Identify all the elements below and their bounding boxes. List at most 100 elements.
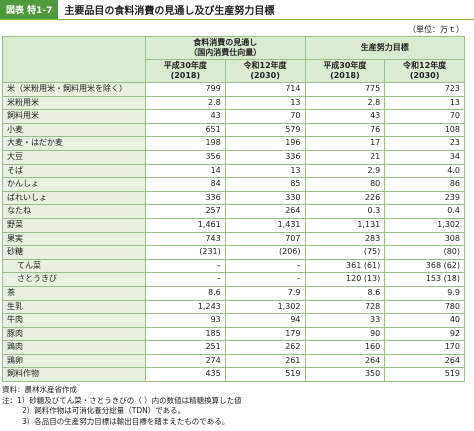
table-cell: (231) bbox=[145, 245, 226, 260]
table-cell: 43 bbox=[145, 109, 226, 124]
table-cell: 368 (62) bbox=[384, 258, 465, 274]
table-cell: 185 bbox=[145, 326, 226, 342]
row-label: そば bbox=[2, 163, 146, 179]
table-cell: – bbox=[224, 258, 306, 274]
table-cell: 579 bbox=[224, 122, 306, 138]
table-cell: 519 bbox=[384, 367, 465, 383]
table-row: 小麦 651 579 76 108 bbox=[2, 122, 465, 138]
table-cell: 1,243 bbox=[145, 299, 226, 315]
table-cell: 43 bbox=[304, 109, 386, 124]
table-cell: 519 bbox=[224, 367, 306, 383]
table-row: 米粉用米 2.8 13 2.8 13 bbox=[2, 95, 465, 111]
column-header: 平成30年度 (2018) bbox=[145, 59, 226, 83]
table-cell: 120 (13) bbox=[304, 272, 386, 287]
table-cell: 179 bbox=[224, 326, 306, 342]
table-cell: 14 bbox=[145, 163, 226, 179]
row-label: てん菜 bbox=[2, 258, 146, 274]
table-cell: 23 bbox=[384, 136, 465, 151]
table-row: ばれいしょ 336 330 226 239 bbox=[2, 190, 465, 206]
header-row: 平成30年度 (2018) 令和12年度 (2030) 平成30年度 (2018) 令和12… bbox=[3, 59, 465, 83]
header-line: 平成30年度 bbox=[163, 61, 207, 70]
table-cell: 350 bbox=[304, 367, 386, 383]
table-cell: 92 bbox=[384, 326, 465, 342]
table-row: 砂糖 (231) (206) (75) (80) bbox=[2, 245, 465, 260]
row-label: ばれいしょ bbox=[2, 190, 146, 206]
figure-title: 主要品目の食料消費の見通し及び生産努力目標 bbox=[64, 6, 275, 17]
table-cell: 2.9 bbox=[304, 163, 386, 179]
table-cell: 239 bbox=[384, 190, 465, 206]
table-cell: 257 bbox=[145, 204, 226, 219]
row-label: 飼料用米 bbox=[2, 109, 146, 124]
table-cell: 93 bbox=[145, 313, 226, 328]
table-cell: 153 (18) bbox=[384, 272, 465, 287]
table-cell: 196 bbox=[224, 136, 306, 151]
row-label: 小麦 bbox=[2, 122, 146, 138]
table-row: なたね 257 264 0.3 0.4 bbox=[2, 204, 465, 219]
table-cell: 274 bbox=[145, 353, 226, 369]
table-cell: 261 bbox=[224, 353, 306, 369]
table-row: 大豆 356 336 21 34 bbox=[2, 149, 465, 165]
table-cell: 70 bbox=[224, 109, 306, 124]
row-label: 大麦・はだか麦 bbox=[2, 136, 146, 151]
table-cell: – bbox=[145, 272, 226, 287]
table-cell: 40 bbox=[384, 313, 465, 328]
header-row: 食料消費の見通し （国内消費仕向量） 生産努力目標 bbox=[2, 36, 465, 83]
table-cell: 728 bbox=[304, 299, 386, 315]
table-row: 豚肉 185 179 90 92 bbox=[2, 326, 465, 342]
table-cell: 13 bbox=[384, 95, 465, 111]
note: 3）各品目の生産努力目標は輸出目標を踏まえたものである。 bbox=[22, 416, 230, 426]
table-cell: 1,302 bbox=[224, 299, 306, 315]
table-row: 飼料作物 435 519 350 519 bbox=[2, 367, 465, 383]
table-row: 米（米粉用米・飼料用米を除く） 799 714 775 723 bbox=[2, 82, 465, 97]
table-row: 果実 743 707 283 308 bbox=[2, 231, 465, 247]
table-cell: 21 bbox=[304, 149, 386, 165]
note: 資料：農林水産省作成 bbox=[2, 385, 77, 394]
table-cell: 2.8 bbox=[145, 95, 226, 111]
table-row: 飼料用米 43 70 43 70 bbox=[2, 109, 465, 124]
table-cell: 7.9 bbox=[224, 285, 306, 301]
group-header: 食料消費の見通し （国内消費仕向量） bbox=[145, 36, 306, 60]
header-line: (2018) bbox=[170, 71, 201, 80]
table-cell: 336 bbox=[145, 190, 226, 206]
table-row: 牛肉 93 94 33 40 bbox=[2, 313, 465, 328]
row-label: なたね bbox=[2, 204, 146, 219]
table-cell: (75) bbox=[304, 245, 386, 260]
table-cell: 330 bbox=[224, 190, 306, 206]
row-label: 米粉用米 bbox=[2, 95, 146, 111]
row-label: 鶏卵 bbox=[2, 353, 146, 369]
table-row: 鶏肉 251 262 160 170 bbox=[2, 340, 465, 355]
table-cell: – bbox=[224, 272, 306, 287]
header-line: (2018) bbox=[330, 71, 360, 80]
row-label: 米（米粉用米・飼料用米を除く） bbox=[2, 82, 146, 97]
table-cell: 651 bbox=[145, 122, 226, 138]
table-cell: 34 bbox=[384, 149, 465, 165]
table-cell: 160 bbox=[304, 340, 386, 355]
table-cell: 707 bbox=[224, 231, 306, 247]
row-label: 大豆 bbox=[2, 149, 146, 165]
table-cell: 9.9 bbox=[384, 285, 465, 301]
table-cell: 80 bbox=[304, 177, 386, 192]
header-line: （国内消費仕向量） bbox=[189, 48, 262, 57]
table-cell: 361 (61) bbox=[304, 258, 386, 274]
row-label: 飼料作物 bbox=[2, 367, 146, 383]
table-row: 大麦・はだか麦 198 196 17 23 bbox=[2, 136, 465, 151]
row-label: かんしょ bbox=[2, 177, 146, 192]
notes: 資料：農林水産省作成 注：1）砂糖及びてん菜・さとうきびの（ ）内の数値は精糖換算… bbox=[2, 385, 242, 427]
header-line: (2030) bbox=[409, 71, 440, 80]
table-row: そば 14 13 2.9 4.0 bbox=[2, 163, 465, 179]
table-row: 野菜 1,461 1,431 1,131 1,302 bbox=[2, 217, 465, 233]
header-line: 令和12年度 bbox=[403, 61, 447, 70]
table-row: 生乳 1,243 1,302 728 780 bbox=[2, 299, 465, 315]
row-label: 牛肉 bbox=[2, 313, 146, 328]
row-label: 茶 bbox=[2, 285, 146, 301]
table-cell: (80) bbox=[384, 245, 465, 260]
table-cell: 1,431 bbox=[224, 217, 306, 233]
table-cell: 1,131 bbox=[304, 217, 386, 233]
table-cell: 170 bbox=[384, 340, 465, 355]
table-cell: – bbox=[145, 258, 226, 274]
table-cell: 262 bbox=[224, 340, 306, 355]
table-cell: 108 bbox=[384, 122, 465, 138]
header-line: (2030) bbox=[250, 71, 280, 80]
note: 注：1）砂糖及びてん菜・さとうきびの（ ）内の数値は精糖換算した値 bbox=[2, 395, 242, 405]
